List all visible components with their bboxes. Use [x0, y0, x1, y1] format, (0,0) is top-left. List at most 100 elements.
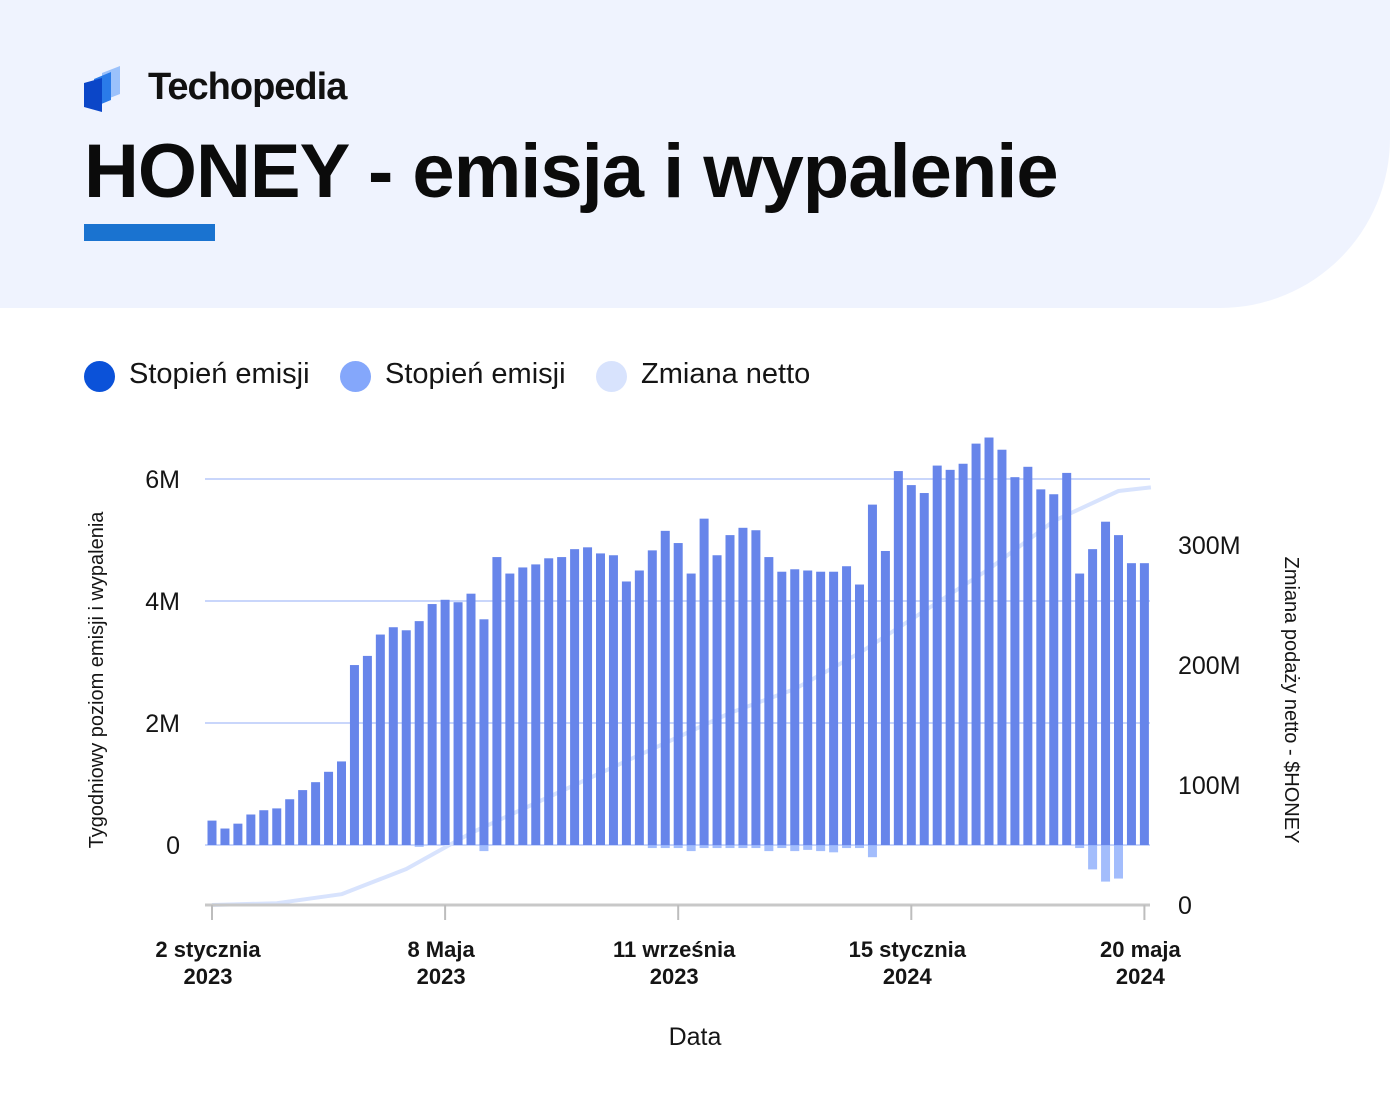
- burn-bar: [855, 845, 864, 849]
- legend-label-emission: Stopień emisji: [129, 358, 310, 390]
- burn-bar: [1114, 845, 1123, 879]
- emission-bar: [673, 543, 683, 845]
- net-change-line: [211, 485, 1152, 907]
- emission-bar: [285, 799, 295, 845]
- burn-bar: [479, 845, 489, 852]
- emission-bar: [777, 571, 787, 845]
- y-left-tick-label: 0: [166, 832, 180, 860]
- emission-bar: [1126, 563, 1136, 845]
- emission-bar: [349, 665, 359, 845]
- emission-bar: [518, 567, 528, 845]
- bar-series: [207, 437, 1149, 882]
- emission-bar: [388, 627, 398, 845]
- burn-bar: [725, 845, 735, 849]
- emission-bar: [751, 530, 761, 845]
- emission-bar: [544, 558, 554, 845]
- burn-bar: [829, 845, 839, 853]
- emission-bar: [686, 573, 696, 845]
- emission-bar: [1036, 489, 1046, 845]
- emission-bar: [855, 584, 864, 845]
- emission-bar: [997, 449, 1007, 845]
- emission-bar: [272, 808, 282, 845]
- emission-bar: [596, 553, 605, 845]
- emission-bar: [764, 557, 774, 845]
- x-tick-label-year: 2023: [417, 964, 466, 989]
- emission-bar: [570, 549, 580, 845]
- y-right-tick-label: 200M: [1178, 652, 1241, 680]
- emission-bar: [660, 530, 670, 845]
- emission-bar: [440, 599, 450, 845]
- emission-bar: [453, 602, 463, 845]
- emission-bar: [298, 790, 308, 845]
- x-tick-label: 11 września: [613, 937, 736, 962]
- burn-bar: [1101, 845, 1111, 882]
- x-tick-label-year: 2024: [883, 964, 933, 989]
- emission-bar: [1088, 549, 1098, 845]
- emission-bar: [337, 761, 346, 845]
- emission-bar: [1101, 521, 1111, 845]
- burn-bar: [751, 845, 761, 849]
- emission-bar: [867, 504, 877, 845]
- emission-bar: [531, 564, 541, 845]
- emission-bar: [1010, 477, 1020, 845]
- emission-bar: [505, 573, 515, 845]
- emission-bar: [1139, 563, 1149, 845]
- emission-bar: [466, 593, 476, 845]
- emission-bar: [816, 571, 826, 845]
- legend-swatch-net-change: [596, 361, 627, 392]
- x-tick-label-year: 2024: [1116, 964, 1166, 989]
- emission-bar: [492, 557, 502, 845]
- burn-bar: [816, 845, 826, 852]
- emission-bar: [1062, 472, 1072, 845]
- emission-bar: [880, 550, 890, 845]
- brand-name: Techopedia: [148, 66, 347, 108]
- emission-bar: [829, 571, 839, 845]
- emission-bar: [621, 581, 631, 845]
- emission-bar: [583, 547, 593, 845]
- y-right-tick-label: 100M: [1178, 772, 1241, 800]
- emission-bar: [220, 828, 230, 845]
- emission-bar: [634, 570, 644, 845]
- emission-bar: [311, 782, 321, 845]
- y-left-tick-label: 4M: [145, 588, 180, 616]
- emission-bar: [725, 535, 735, 845]
- emission-bar: [971, 443, 981, 845]
- emission-bar: [427, 604, 437, 845]
- emission-bar: [803, 570, 813, 845]
- emission-bar: [699, 518, 709, 845]
- burn-bar: [803, 845, 813, 850]
- emission-bar: [790, 569, 800, 845]
- emission-bar: [1114, 535, 1123, 845]
- x-tick-label: 20 maja: [1100, 937, 1181, 962]
- emission-bar: [608, 555, 618, 845]
- y-right-tick-label: 0: [1178, 892, 1192, 920]
- emission-bar: [712, 555, 722, 845]
- burn-bar: [1088, 845, 1098, 870]
- x-tick-label-year: 2023: [184, 964, 233, 989]
- net-change-series: [211, 485, 1152, 907]
- emission-bar: [893, 471, 903, 845]
- burn-bar: [842, 845, 852, 849]
- burn-bar: [686, 845, 696, 852]
- burn-bar: [867, 845, 877, 858]
- burn-bar: [660, 845, 670, 849]
- emission-bar: [233, 823, 243, 845]
- y-left-tick-label: 2M: [145, 710, 180, 738]
- burn-bar: [790, 845, 800, 852]
- burn-bar: [647, 845, 657, 849]
- burn-bar: [699, 845, 709, 849]
- burn-bar: [712, 845, 722, 849]
- emission-bar: [259, 810, 269, 845]
- emission-bar: [557, 557, 567, 845]
- emission-bar: [906, 485, 916, 845]
- title-underline: [84, 224, 215, 241]
- emission-bar: [1075, 573, 1085, 845]
- emission-bar: [207, 820, 217, 845]
- legend-label-burn: Stopień emisji: [385, 358, 566, 390]
- emission-bar: [738, 527, 748, 845]
- emission-bar: [932, 465, 942, 845]
- emission-bar: [414, 621, 424, 845]
- emission-bar: [842, 566, 852, 845]
